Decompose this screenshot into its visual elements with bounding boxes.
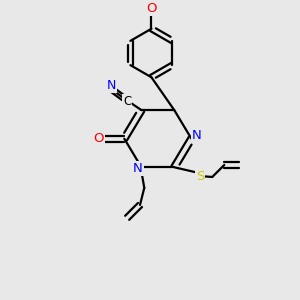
Text: S: S (196, 170, 204, 183)
Text: O: O (93, 132, 104, 145)
Text: N: N (107, 79, 116, 92)
Text: C: C (123, 95, 131, 108)
Text: O: O (146, 2, 157, 15)
Text: N: N (192, 129, 201, 142)
Text: N: N (133, 162, 143, 175)
